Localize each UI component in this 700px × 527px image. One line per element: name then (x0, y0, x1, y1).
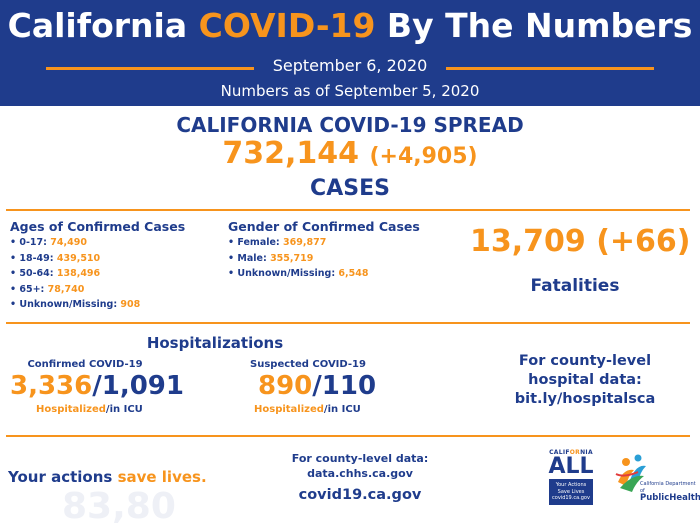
list-item: • Unknown/Missing: 6,548 (228, 268, 369, 279)
cases-count: 732,144 (222, 136, 360, 171)
hospitalizations-heading: Hospitalizations (146, 334, 284, 352)
logo-text: CALIFORNIA (549, 449, 593, 456)
spread-heading: CALIFORNIA COVID-19 SPREAD (176, 113, 524, 137)
website-link[interactable]: covid19.ca.gov (298, 487, 422, 503)
county-data-label: For county-level data: (291, 452, 429, 465)
list-item: • Unknown/Missing: 908 (10, 299, 141, 310)
county-hospital-info: For county-level hospital data: bit.ly/h… (480, 352, 690, 409)
cases-label: CASES (310, 176, 390, 201)
list-item: • 0-17: 74,490 (10, 237, 87, 248)
slogan: Your actions save lives. (8, 468, 207, 486)
divider (6, 435, 690, 437)
suspected-counts: 890/110 (258, 371, 377, 401)
divider (6, 322, 690, 324)
suspected-caption: Hospitalized/in ICU (254, 404, 361, 415)
california-all-logo: CALIFORNIA ALL Your Actions Save Lives c… (545, 449, 597, 505)
public-health-logo-text: California Department of PublicHealth (640, 481, 700, 503)
total-cases: 732,144 (+4,905) (0, 136, 700, 171)
confirmed-caption: Hospitalized/in ICU (36, 404, 143, 415)
county-hospital-line: hospital data: (528, 372, 642, 388)
ages-list: • 0-17: 74,490 • 18-49: 439,510 • 50-64:… (10, 235, 140, 313)
county-hospital-line: For county-level (518, 353, 652, 369)
date-rule-left (46, 67, 254, 70)
divider (6, 209, 690, 211)
confirmed-counts: 3,336/1,091 (10, 371, 184, 401)
logo-text: ALL (548, 454, 594, 479)
public-health-logo-icon (615, 454, 646, 492)
date-rule-right (446, 67, 654, 70)
list-item: • 50-64: 138,496 (10, 268, 101, 279)
cases-delta: (+4,905) (369, 144, 478, 169)
fatalities-count: 13,709 (+66) (470, 224, 691, 259)
list-item: • Male: 355,719 (228, 252, 314, 264)
hospital-data-link[interactable]: bit.ly/hospitalsca (514, 391, 656, 407)
gender-list: • Female: 369,877 • Male: 355,719 • Unkn… (228, 235, 368, 282)
fatalities-label: Fatalities (530, 276, 620, 296)
header-banner: California COVID-19 By The Numbers Septe… (0, 0, 700, 106)
gender-heading: Gender of Confirmed Cases (228, 219, 420, 234)
list-item: • 65+: 78,740 (10, 283, 85, 295)
suspected-label: Suspected COVID-19 (250, 359, 366, 370)
county-data-link[interactable]: data.chhs.ca.gov (307, 467, 413, 480)
logo-box: Your Actions Save Lives covid19.ca.gov (549, 479, 593, 505)
report-date: September 6, 2020 (272, 56, 428, 75)
numbers-as-of: Numbers as of September 5, 2020 (220, 82, 480, 100)
county-data-info: For county-level data: data.chhs.ca.gov (270, 451, 450, 481)
list-item: • Female: 369,877 (228, 237, 327, 248)
date-row: September 6, 2020 (0, 56, 700, 78)
background-watermark: 83,80 (62, 486, 176, 527)
ages-heading: Ages of Confirmed Cases (10, 219, 186, 234)
list-item: • 18-49: 439,510 (10, 252, 101, 264)
page-title: California COVID-19 By The Numbers (7, 6, 693, 45)
confirmed-label: Confirmed COVID-19 (27, 359, 143, 370)
